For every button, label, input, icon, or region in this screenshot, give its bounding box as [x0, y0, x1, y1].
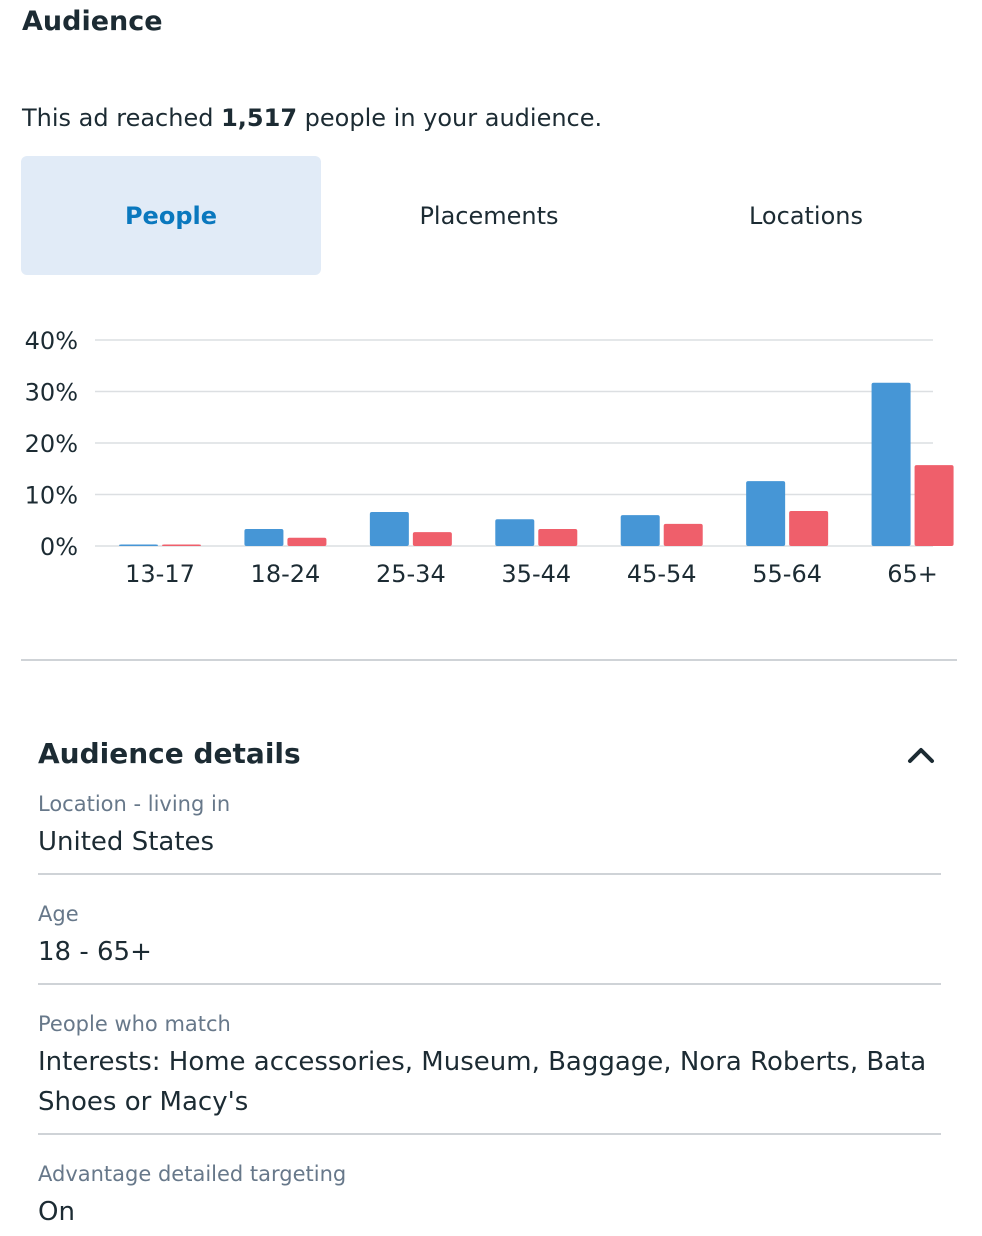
section-title: Audience [22, 6, 163, 37]
detail-item: Location - living in United States [38, 792, 941, 875]
bar [119, 544, 158, 546]
x-tick-label: 25-34 [376, 560, 446, 588]
bar [620, 515, 660, 546]
tab[interactable]: People [21, 156, 321, 275]
x-tick-label: 18-24 [251, 560, 321, 588]
reach-text: This ad reached 1,517 people in your aud… [22, 104, 602, 132]
detail-label: Location - living in [38, 792, 231, 816]
bar [495, 519, 535, 546]
detail-label: Advantage detailed targeting [38, 1162, 347, 1186]
detail-item: Advantage detailed targeting On [38, 1162, 941, 1236]
reach-prefix: This ad reached [22, 104, 214, 132]
bar [369, 512, 409, 546]
y-tick-label: 10% [25, 482, 78, 510]
x-tick-label: 65+ [887, 560, 938, 588]
x-tick-label: 55-64 [752, 560, 822, 588]
bar [914, 465, 954, 546]
y-tick-label: 40% [25, 327, 78, 355]
bar [287, 537, 327, 546]
tab[interactable]: Locations [748, 201, 863, 230]
detail-value: On [38, 1197, 75, 1227]
divider [21, 659, 957, 661]
x-tick-label: 35-44 [501, 560, 571, 588]
details-title: Audience details [38, 737, 301, 770]
bar [538, 529, 578, 546]
x-tick-label: 45-54 [627, 560, 697, 588]
bar [244, 529, 284, 546]
reach-suffix: people in your audience. [304, 104, 603, 132]
tab[interactable]: Placements [419, 201, 559, 230]
y-tick-label: 20% [25, 430, 78, 458]
bar [412, 532, 452, 546]
y-tick-label: 0% [40, 533, 78, 561]
bar [162, 544, 201, 546]
detail-label: People who match [38, 1012, 231, 1036]
bar [789, 510, 829, 546]
detail-value: United States [38, 827, 215, 857]
collapse-chevron[interactable] [904, 738, 938, 772]
y-tick-label: 30% [25, 379, 78, 407]
bar [871, 382, 911, 546]
x-tick-label: 13-17 [125, 560, 195, 588]
reach-count: 1,517 [221, 104, 298, 132]
bar [663, 523, 703, 546]
detail-item: Age 18 - 65+ [38, 902, 941, 985]
detail-value: 18 - 65+ [38, 937, 152, 967]
chart: 0% 10% 20% 30% 40% 13-17 18-24 25-34 35-44 45-54 5… [25, 327, 954, 588]
detail-label: Age [38, 902, 79, 926]
detail-item: People who match Interests: Home accessor… [38, 1012, 941, 1135]
bar [746, 481, 786, 546]
detail-value: Interests: Home accessories, Museum, Bag… [38, 1047, 927, 1117]
